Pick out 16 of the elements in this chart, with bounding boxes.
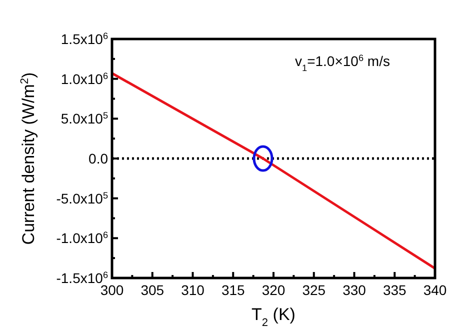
x-tick-label: 325	[302, 282, 326, 298]
x-tick-label: 320	[262, 282, 286, 298]
y-tick-label: 5.0x10$^{5}$	[60, 110, 108, 127]
annotation: v$_{1}$=1.0×10$^{6}$ m/s	[295, 53, 390, 73]
y-tick-label: -5.0x10$^{5}$	[56, 190, 108, 206]
x-tick-label: 330	[342, 282, 366, 298]
y-tick-label: 0.0	[88, 150, 108, 166]
x-tick-label: 335	[382, 282, 407, 298]
x-tick-label: 315	[221, 282, 246, 298]
x-tick-label: 340	[423, 282, 447, 298]
y-tick-label: 1.5x10$^{6}$	[60, 31, 108, 47]
y-tick-label: 1.0x10$^{6}$	[60, 70, 108, 87]
x-axis-title: T$_{2}$ (K)	[252, 305, 296, 329]
x-tick-label: 305	[140, 282, 164, 298]
y-tick-label: -1.0x10$^{6}$	[56, 230, 108, 246]
x-tick-label: 310	[181, 282, 205, 298]
